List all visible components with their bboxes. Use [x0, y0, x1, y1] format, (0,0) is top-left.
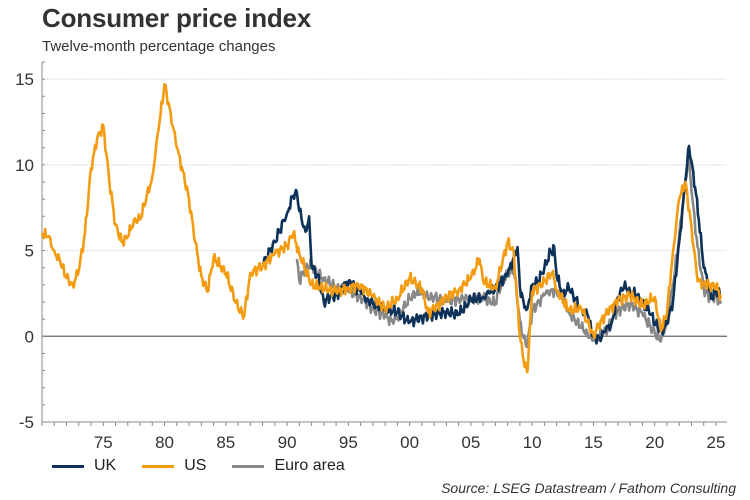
- legend-swatch-us: [142, 464, 175, 468]
- y-tick-label: -5: [19, 413, 34, 432]
- legend-label-uk: UK: [94, 457, 117, 474]
- x-tick-label: 15: [584, 433, 603, 452]
- y-axis-ticks: -5 0 5 10 15: [15, 61, 45, 432]
- grid-lines: [42, 78, 727, 423]
- legend-label-euro-area: Euro area: [274, 457, 345, 474]
- x-tick-label: 80: [155, 433, 174, 452]
- x-tick-label: 90: [278, 433, 297, 452]
- source-note: Source: LSEG Datastream / Fathom Consult…: [441, 480, 736, 496]
- legend: UK US Euro area: [52, 457, 371, 475]
- series-group: [40, 83, 723, 374]
- y-tick-label: 15: [15, 70, 34, 89]
- legend-swatch-euro-area: [232, 464, 265, 468]
- x-tick-label: 00: [400, 433, 419, 452]
- legend-item-us: US: [142, 457, 206, 475]
- chart-title: Consumer price index: [42, 3, 312, 33]
- x-tick-label: 85: [216, 433, 235, 452]
- x-axis-ticks: 75 80 85 90 95 00 05 10 15 20 25: [41, 421, 727, 452]
- legend-item-euro-area: Euro area: [232, 457, 345, 475]
- x-tick-label: 05: [461, 433, 480, 452]
- legend-swatch-uk: [52, 464, 84, 468]
- y-tick-label: 5: [25, 242, 34, 261]
- x-tick-label: 75: [94, 433, 113, 452]
- x-tick-label: 95: [339, 433, 358, 452]
- y-tick-label: 0: [25, 327, 34, 346]
- legend-item-uk: UK: [52, 457, 116, 475]
- series-line-uk: [261, 144, 722, 345]
- x-tick-label: 25: [707, 433, 726, 452]
- chart-subtitle: Twelve-month percentage changes: [42, 38, 276, 55]
- x-tick-label: 20: [645, 433, 664, 452]
- legend-label-us: US: [184, 457, 207, 474]
- x-tick-label: 10: [523, 433, 542, 452]
- series-line-us: [40, 83, 723, 374]
- y-tick-label: 10: [15, 156, 34, 175]
